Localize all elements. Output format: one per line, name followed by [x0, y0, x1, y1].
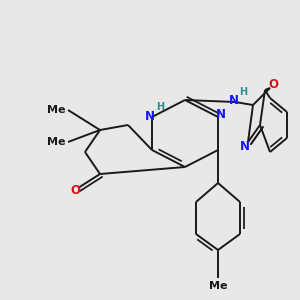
Text: Me: Me — [209, 281, 227, 291]
Text: N: N — [145, 110, 155, 122]
Text: O: O — [268, 77, 278, 91]
Text: O: O — [70, 184, 80, 196]
Text: N: N — [240, 140, 250, 152]
Text: N: N — [229, 94, 239, 107]
Text: H: H — [156, 102, 164, 112]
Text: Me: Me — [47, 105, 66, 115]
Text: H: H — [239, 87, 247, 97]
Text: N: N — [216, 109, 226, 122]
Text: Me: Me — [47, 137, 66, 147]
